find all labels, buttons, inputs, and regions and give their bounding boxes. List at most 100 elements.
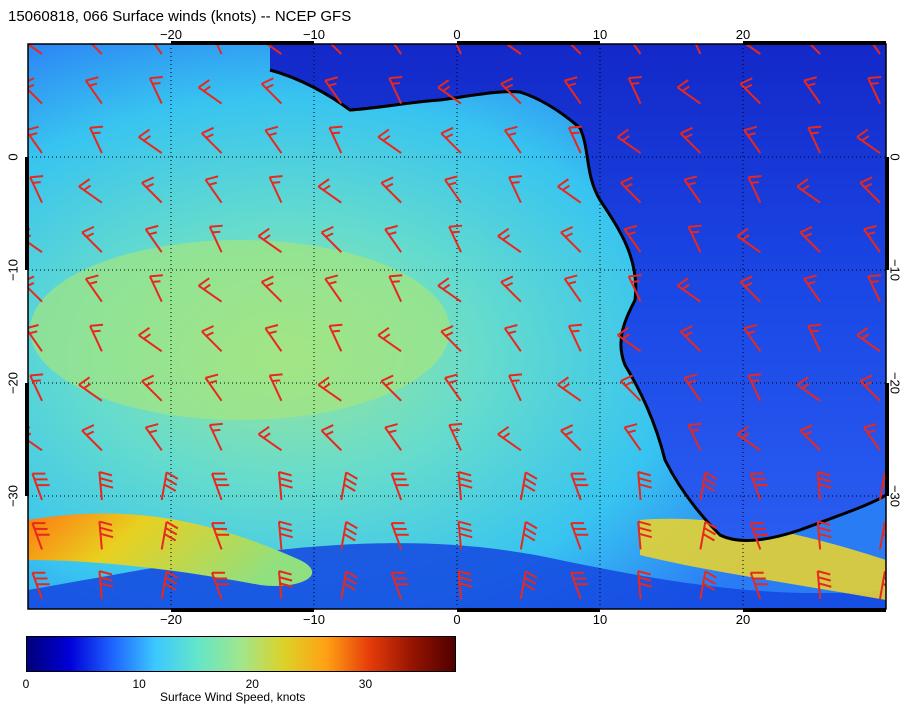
wind-barb bbox=[388, 76, 403, 104]
lon-tick-label-top: −20 bbox=[159, 27, 183, 42]
wind-barb bbox=[497, 426, 522, 452]
wind-barb bbox=[384, 224, 402, 253]
lon-tick-label-top: −10 bbox=[302, 27, 326, 42]
wind-barb bbox=[340, 471, 358, 501]
wind-barb bbox=[519, 471, 538, 501]
wind-barb bbox=[390, 522, 409, 550]
wind-barb bbox=[257, 426, 283, 452]
wind-barb bbox=[856, 326, 881, 353]
wind-barbs bbox=[28, 44, 886, 600]
wind-barb bbox=[148, 274, 163, 303]
wind-barb bbox=[324, 274, 343, 303]
wind-barb bbox=[816, 570, 832, 600]
wind-barb bbox=[799, 424, 821, 452]
wind-barb bbox=[444, 373, 462, 402]
wind-barb bbox=[739, 77, 761, 105]
wind-barb bbox=[160, 521, 179, 550]
wind-barb bbox=[560, 424, 582, 452]
wind-barb bbox=[816, 471, 832, 500]
wind-barb bbox=[617, 326, 642, 353]
wind-barb bbox=[699, 570, 718, 600]
wind-barb bbox=[208, 422, 223, 451]
wind-barb bbox=[859, 374, 881, 402]
wind-barb bbox=[448, 224, 463, 253]
wind-barb bbox=[264, 125, 283, 154]
wind-barb bbox=[204, 175, 223, 204]
wind-barb bbox=[620, 176, 642, 204]
wind-barb bbox=[260, 275, 283, 303]
wind-barb bbox=[153, 44, 163, 55]
wind-barb bbox=[519, 521, 538, 550]
wind-barb bbox=[388, 274, 403, 303]
wind-barb bbox=[807, 125, 822, 154]
colorbar-tick-label: 0 bbox=[22, 677, 30, 691]
wind-barb bbox=[328, 125, 343, 154]
wind-barb bbox=[859, 176, 881, 204]
wind-barb bbox=[392, 44, 402, 55]
wind-barb bbox=[557, 376, 582, 402]
wind-barb bbox=[863, 224, 881, 253]
wind-barb bbox=[384, 423, 402, 451]
colorbar-tick-label: 20 bbox=[245, 677, 259, 691]
wind-barb bbox=[160, 570, 179, 600]
wind-barb bbox=[871, 44, 881, 55]
colorbar bbox=[26, 636, 456, 672]
wind-barb bbox=[31, 522, 50, 550]
wind-barb bbox=[500, 275, 522, 303]
wind-barb bbox=[98, 471, 114, 500]
wind-barb bbox=[29, 373, 44, 402]
wind-barb bbox=[201, 325, 223, 352]
wind-barb bbox=[29, 175, 44, 204]
lat-tick-label-right: 0 bbox=[887, 153, 903, 161]
wind-barb bbox=[204, 373, 223, 402]
wind-barb bbox=[98, 570, 114, 600]
wind-barb bbox=[265, 44, 283, 55]
wind-barb bbox=[148, 76, 163, 104]
wind-barb bbox=[457, 471, 473, 500]
wind-barb bbox=[268, 175, 283, 204]
wind-barb bbox=[508, 175, 523, 204]
wind-barb bbox=[317, 178, 342, 204]
wind-max-region bbox=[30, 240, 450, 420]
wind-barb bbox=[211, 472, 230, 501]
wind-barb bbox=[796, 178, 821, 204]
wind-barb bbox=[617, 128, 642, 154]
frame-tick bbox=[25, 157, 29, 270]
lon-tick-label-bot: 0 bbox=[453, 612, 461, 627]
wind-barb bbox=[31, 472, 50, 501]
wind-barb bbox=[632, 44, 642, 55]
wind-barb bbox=[683, 175, 702, 204]
lon-tick-label-bot: 20 bbox=[735, 612, 751, 627]
wind-barb bbox=[211, 522, 230, 550]
wind-barb bbox=[570, 522, 589, 550]
wind-barb bbox=[440, 126, 462, 154]
wind-barb bbox=[799, 225, 821, 253]
lat-tick-label-right: −20 bbox=[887, 371, 903, 395]
lon-tick-label-bot: −20 bbox=[159, 612, 183, 627]
wind-barb bbox=[437, 277, 462, 303]
lon-tick-label-top: 20 bbox=[735, 27, 751, 42]
wind-barb bbox=[867, 76, 882, 104]
wind-barb bbox=[500, 77, 522, 105]
lon-tick-label-bot: −10 bbox=[302, 612, 326, 627]
wind-barb bbox=[28, 426, 43, 452]
wind-barb bbox=[277, 570, 293, 600]
frame-tick bbox=[885, 157, 889, 270]
wind-barb bbox=[623, 224, 642, 253]
wind-barb bbox=[264, 324, 283, 352]
wind-barb bbox=[328, 323, 343, 352]
wind-barb bbox=[211, 571, 230, 600]
wind-barb bbox=[497, 227, 522, 254]
frame-tick bbox=[457, 608, 600, 612]
wind-barb bbox=[198, 277, 223, 303]
wind-barb bbox=[208, 224, 223, 253]
lon-tick-label-bot: 10 bbox=[592, 612, 608, 627]
wind-barb bbox=[317, 376, 342, 402]
wind-barb bbox=[637, 471, 653, 500]
wind-barb bbox=[570, 472, 589, 501]
wind-barb bbox=[78, 376, 103, 402]
wind-barb bbox=[749, 522, 768, 550]
wind-barb bbox=[28, 227, 43, 254]
wind-barb bbox=[743, 324, 762, 352]
